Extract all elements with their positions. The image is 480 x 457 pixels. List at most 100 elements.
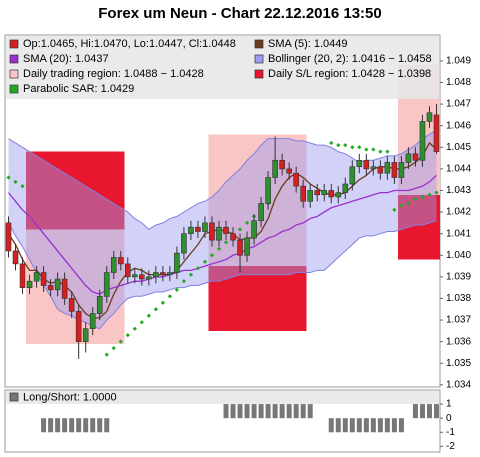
candle-body	[19, 263, 26, 288]
candle-body	[398, 162, 405, 178]
region-cell	[278, 266, 286, 331]
region-cell	[61, 151, 69, 344]
bar	[272, 404, 278, 419]
bar	[244, 404, 250, 419]
sar-dot	[132, 326, 137, 331]
sar-dot	[413, 197, 418, 202]
candle-body	[258, 203, 264, 222]
region-cell	[40, 151, 48, 344]
legend-swatch	[254, 39, 264, 49]
sar-dot	[167, 294, 173, 299]
region-cell	[26, 151, 34, 230]
bar	[286, 404, 292, 419]
y-tick-label: 1.037	[446, 315, 471, 326]
sar-dot	[153, 307, 158, 312]
bar	[412, 404, 418, 419]
legend-label: Op:1.0465, Hi:1.0470, Lo:1.0447, Cl:1.04…	[23, 38, 236, 50]
y-tick-label: -2	[446, 441, 455, 452]
candle-body	[40, 272, 47, 286]
region-cell	[236, 134, 244, 331]
candle-body	[174, 252, 180, 273]
chart-title: Forex um Neun - Chart 22.12.2016 13:50	[98, 5, 381, 22]
region-cell	[26, 151, 34, 344]
sar-dot	[357, 145, 362, 150]
bar	[398, 418, 404, 433]
region-cell	[61, 151, 69, 230]
region-cell	[208, 266, 216, 331]
candle-body	[47, 285, 54, 291]
region-cell	[96, 151, 104, 230]
bar	[419, 404, 425, 419]
region-cell	[110, 151, 118, 344]
bar	[230, 404, 236, 419]
region-cell	[215, 266, 223, 331]
y-tick-label: 1.044	[446, 164, 471, 175]
sar-dot	[160, 300, 165, 305]
candle-body	[96, 296, 103, 314]
y-tick-label: 1.048	[446, 77, 471, 88]
region-cell	[68, 151, 76, 344]
candle-body	[139, 274, 145, 280]
candle-body	[377, 166, 384, 174]
region-cell	[425, 194, 433, 260]
candle-body	[272, 159, 278, 178]
lower-panel: 1 0 -1 -2 Long/Short: 1.0000	[6, 391, 455, 452]
bar	[48, 418, 54, 433]
sar-dot	[329, 140, 334, 146]
region-cell	[299, 266, 307, 331]
sar-dot	[244, 220, 250, 225]
candle-body	[146, 276, 152, 280]
region-cell	[117, 151, 125, 344]
sar-dot	[420, 194, 425, 200]
candle-body	[216, 226, 222, 241]
candle-body	[167, 272, 173, 276]
bar	[279, 404, 285, 419]
y-tick-label: 1.040	[446, 250, 471, 261]
y-tick-label: 1.049	[446, 56, 471, 67]
legend-swatch	[9, 84, 19, 94]
candle-body	[223, 226, 229, 234]
legend-label: Long/Short: 1.0000	[23, 391, 117, 403]
region-cell	[33, 151, 41, 344]
legend-swatch	[254, 54, 264, 64]
region-cell	[75, 151, 83, 344]
legend-label: Daily S/L region: 1.0428 − 1.0398	[268, 68, 431, 80]
candle-body	[370, 166, 377, 170]
candle-body	[181, 233, 187, 254]
y-tick-label: 1.038	[446, 293, 471, 304]
legend-swatch	[9, 69, 19, 79]
candle-body	[363, 159, 370, 170]
candle-body	[356, 159, 363, 168]
sar-dot	[6, 175, 11, 180]
bar	[104, 418, 110, 433]
candle-body	[335, 192, 342, 198]
bar	[342, 418, 348, 433]
region-cell	[257, 266, 265, 331]
y-tick-label: 1.043	[446, 185, 471, 196]
region-cell	[103, 151, 111, 344]
candle-body	[251, 220, 257, 239]
candle-body	[117, 257, 124, 265]
bar	[237, 404, 243, 419]
y-tick-label: 1.042	[446, 207, 471, 218]
bar	[426, 404, 432, 419]
region-cell	[285, 266, 293, 331]
bar	[62, 418, 68, 433]
sar-dot	[392, 207, 397, 213]
sar-dot	[209, 253, 215, 258]
candle-body	[349, 166, 356, 185]
y-tick-label: 1.041	[446, 228, 471, 239]
candle-body	[342, 183, 349, 193]
bar	[223, 404, 229, 419]
region-cell	[397, 65, 405, 195]
candle-body	[237, 239, 243, 256]
region-cell	[229, 266, 237, 331]
legend-label: Daily trading region: 1.0488 − 1.0428	[23, 68, 204, 80]
candle-body	[384, 162, 391, 174]
region-cell	[82, 151, 90, 230]
candle-body	[160, 272, 166, 276]
y-tick-label: 1.045	[446, 142, 471, 153]
candle-body	[300, 185, 306, 202]
region-cell	[243, 266, 251, 331]
